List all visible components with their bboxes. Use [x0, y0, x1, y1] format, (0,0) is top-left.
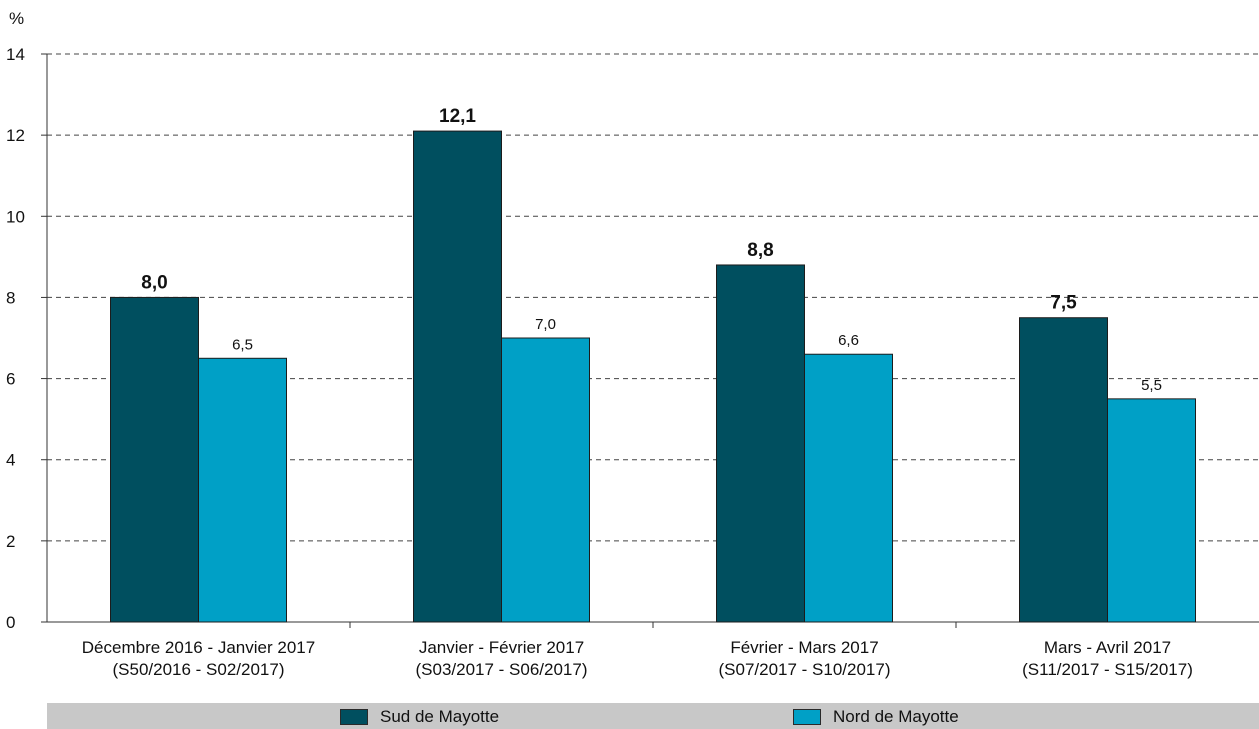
x-tick-label: (S50/2016 - S02/2017) [112, 660, 284, 679]
x-tick-label: Mars - Avril 2017 [1044, 638, 1171, 657]
legend-swatch-sud [340, 709, 368, 725]
data-label-nord: 5,5 [1141, 377, 1162, 394]
y-tick-label: 0 [6, 613, 15, 632]
legend-label-sud: Sud de Mayotte [380, 707, 500, 726]
y-axis-unit-label: % [9, 9, 24, 28]
data-labels: 8,0 6,5 12,1 7,0 8,8 6,6 7,5 5,5 [141, 106, 1162, 394]
bar-nord [501, 337, 590, 623]
data-label-sud: 8,8 [747, 240, 773, 261]
legend-item-sud: Sud de Mayotte [340, 707, 499, 727]
x-tick-label: Février - Mars 2017 [730, 638, 878, 657]
y-tick-label: 14 [6, 45, 25, 64]
y-tick-label: 8 [6, 288, 15, 307]
x-tick-label: (S03/2017 - S06/2017) [415, 660, 587, 679]
bar-nord [198, 357, 287, 623]
y-tick-label: 10 [6, 207, 25, 226]
y-tick-label: 6 [6, 370, 15, 389]
x-tick-label: Janvier - Février 2017 [419, 638, 584, 657]
x-tick-label: Décembre 2016 - Janvier 2017 [82, 638, 315, 657]
bar-sud [413, 130, 502, 623]
legend: Sud de Mayotte Nord de Mayotte [47, 703, 1259, 729]
y-tick-label: 12 [6, 126, 25, 145]
bar-nord [1107, 398, 1196, 623]
bar-sud [716, 264, 805, 623]
data-label-nord: 6,6 [838, 332, 859, 349]
bar-sud [1019, 317, 1108, 623]
x-tick-labels: Décembre 2016 - Janvier 2017 (S50/2016 - … [82, 638, 1193, 679]
legend-item-nord: Nord de Mayotte [793, 707, 959, 727]
data-label-nord: 7,0 [535, 316, 556, 333]
legend-label-nord: Nord de Mayotte [833, 707, 959, 726]
data-label-sud: 12,1 [439, 106, 476, 127]
data-label-sud: 7,5 [1050, 293, 1077, 314]
bar-sud [110, 296, 199, 623]
bar-nord [804, 353, 893, 623]
data-label-sud: 8,0 [141, 272, 167, 293]
y-tick-label: 4 [6, 451, 15, 470]
bars [110, 130, 1196, 623]
data-label-nord: 6,5 [232, 336, 253, 353]
y-tick-label: 2 [6, 532, 15, 551]
x-tick-label: (S11/2017 - S15/2017) [1022, 660, 1193, 679]
x-tick-label: (S07/2017 - S10/2017) [718, 660, 890, 679]
legend-swatch-nord [793, 709, 821, 725]
